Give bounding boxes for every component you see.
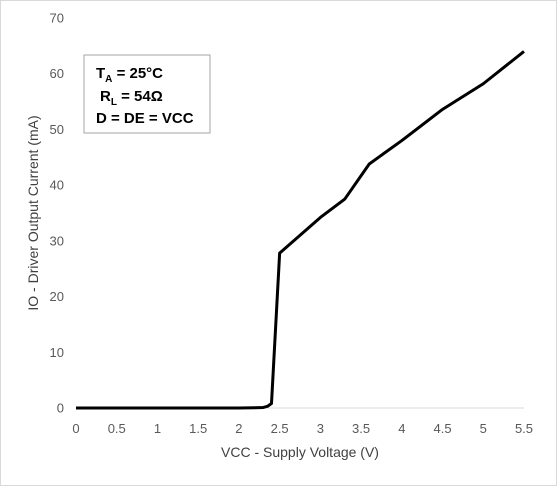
x-tick-label: 0: [72, 421, 79, 436]
y-tick-label: 40: [50, 178, 64, 193]
x-tick-label: 4: [398, 421, 405, 436]
annotation-temperature-symbol: T: [96, 65, 105, 82]
x-tick-label: 0.5: [108, 421, 126, 436]
y-tick-label: 0: [57, 401, 64, 416]
x-axis-title: VCC - Supply Voltage (V): [221, 444, 379, 460]
y-tick-label: 60: [50, 66, 64, 81]
x-tick-label: 1.5: [189, 421, 207, 436]
x-tick-label: 3: [317, 421, 324, 436]
x-tick-label: 4.5: [434, 421, 452, 436]
y-tick-label: 30: [50, 233, 64, 248]
y-axis-title: IO - Driver Output Current (mA): [25, 115, 41, 310]
annotation-box-frame: [83, 54, 211, 134]
annotation-temperature-subscript: A: [105, 74, 112, 85]
annotation-box: TA = 25°C RL = 54Ω D = DE = VCC: [83, 54, 211, 134]
y-tick-label: 70: [50, 11, 64, 26]
annotation-resistance-symbol: R: [100, 88, 111, 105]
x-tick-label: 2: [235, 421, 242, 436]
annotation-resistance-subscript: L: [111, 97, 117, 108]
y-tick-labels: 0 10 20 30 40 50 60 70: [50, 11, 64, 416]
x-tick-labels: 0 0.5 1 1.5 2 2.5 3 3.5 4 4.5 5 5.5: [72, 421, 533, 436]
y-tick-label: 50: [50, 122, 64, 137]
x-tick-label: 1: [154, 421, 161, 436]
y-tick-label: 20: [50, 289, 64, 304]
series-line-io-current: [76, 50, 525, 410]
x-tick-label: 2.5: [271, 421, 289, 436]
x-tick-label: 5.5: [515, 421, 533, 436]
x-tick-label: 5: [480, 421, 487, 436]
annotation-resistance-value: = 54Ω: [117, 88, 163, 105]
y-tick-label: 10: [50, 345, 64, 360]
annotation-load-resistance: RL = 54Ω: [100, 88, 163, 108]
annotation-condition: D = DE = VCC: [96, 110, 194, 127]
annotation-temperature-value: = 25°C: [112, 65, 163, 82]
annotation-temperature: TA = 25°C: [96, 65, 163, 85]
x-tick-label: 3.5: [352, 421, 370, 436]
